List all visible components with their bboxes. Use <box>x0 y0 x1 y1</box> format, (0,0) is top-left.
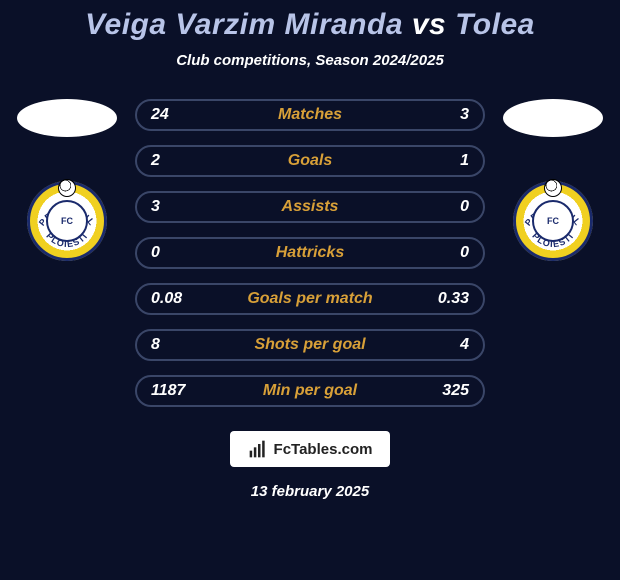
stat-row: 0.08 Goals per match 0.33 <box>135 283 485 315</box>
stat-label: Goals per match <box>201 290 419 308</box>
player2-club-badge: PETROLUL PLOIESTI FC <box>513 181 593 261</box>
stat-label: Min per goal <box>201 382 419 400</box>
subtitle: Club competitions, Season 2024/2025 <box>176 52 444 69</box>
stat-value-right: 0 <box>419 198 469 216</box>
stat-value-right: 1 <box>419 152 469 170</box>
stat-value-left: 1187 <box>151 382 201 400</box>
stat-label: Assists <box>201 198 419 216</box>
player1-club-badge: PETROLUL PLOIESTI FC <box>27 181 107 261</box>
badge-inner-text: FC <box>532 200 574 242</box>
player1-silhouette <box>17 99 117 137</box>
player1-name: Veiga Varzim Miranda <box>85 8 403 41</box>
badge-inner-text: FC <box>46 200 88 242</box>
stat-value-right: 0.33 <box>419 290 469 308</box>
stat-row: 0 Hattricks 0 <box>135 237 485 269</box>
badge-ball-icon <box>544 179 562 197</box>
stat-value-left: 3 <box>151 198 201 216</box>
right-side: PETROLUL PLOIESTI FC <box>503 99 603 261</box>
fctables-logo: FcTables.com <box>230 431 390 467</box>
vs-separator: vs <box>412 8 446 41</box>
stat-value-right: 325 <box>419 382 469 400</box>
stat-row: 24 Matches 3 <box>135 99 485 131</box>
stat-row: 1187 Min per goal 325 <box>135 375 485 407</box>
stat-value-left: 2 <box>151 152 201 170</box>
left-side: PETROLUL PLOIESTI FC <box>17 99 117 261</box>
stat-value-left: 0 <box>151 244 201 262</box>
stat-row: 2 Goals 1 <box>135 145 485 177</box>
footer: FcTables.com 13 february 2025 <box>230 431 390 500</box>
bar-chart-icon <box>248 439 268 459</box>
player2-silhouette <box>503 99 603 137</box>
comparison-card: Veiga Varzim Miranda vs Tolea Club compe… <box>0 0 620 580</box>
player2-name: Tolea <box>455 8 535 41</box>
stat-value-right: 4 <box>419 336 469 354</box>
page-title: Veiga Varzim Miranda vs Tolea <box>85 8 535 42</box>
badge-ball-icon <box>58 179 76 197</box>
stat-label: Shots per goal <box>201 336 419 354</box>
footer-date: 13 february 2025 <box>251 483 369 500</box>
main-row: PETROLUL PLOIESTI FC 24 Matches 3 2 Goal… <box>0 99 620 407</box>
stat-row: 3 Assists 0 <box>135 191 485 223</box>
fctables-logo-text: FcTables.com <box>274 441 373 458</box>
stat-value-left: 0.08 <box>151 290 201 308</box>
stats-table: 24 Matches 3 2 Goals 1 3 Assists 0 0 Hat… <box>135 99 485 407</box>
stat-label: Matches <box>201 106 419 124</box>
stat-value-right: 3 <box>419 106 469 124</box>
stat-label: Goals <box>201 152 419 170</box>
stat-row: 8 Shots per goal 4 <box>135 329 485 361</box>
stat-value-left: 8 <box>151 336 201 354</box>
stat-label: Hattricks <box>201 244 419 262</box>
stat-value-right: 0 <box>419 244 469 262</box>
stat-value-left: 24 <box>151 106 201 124</box>
